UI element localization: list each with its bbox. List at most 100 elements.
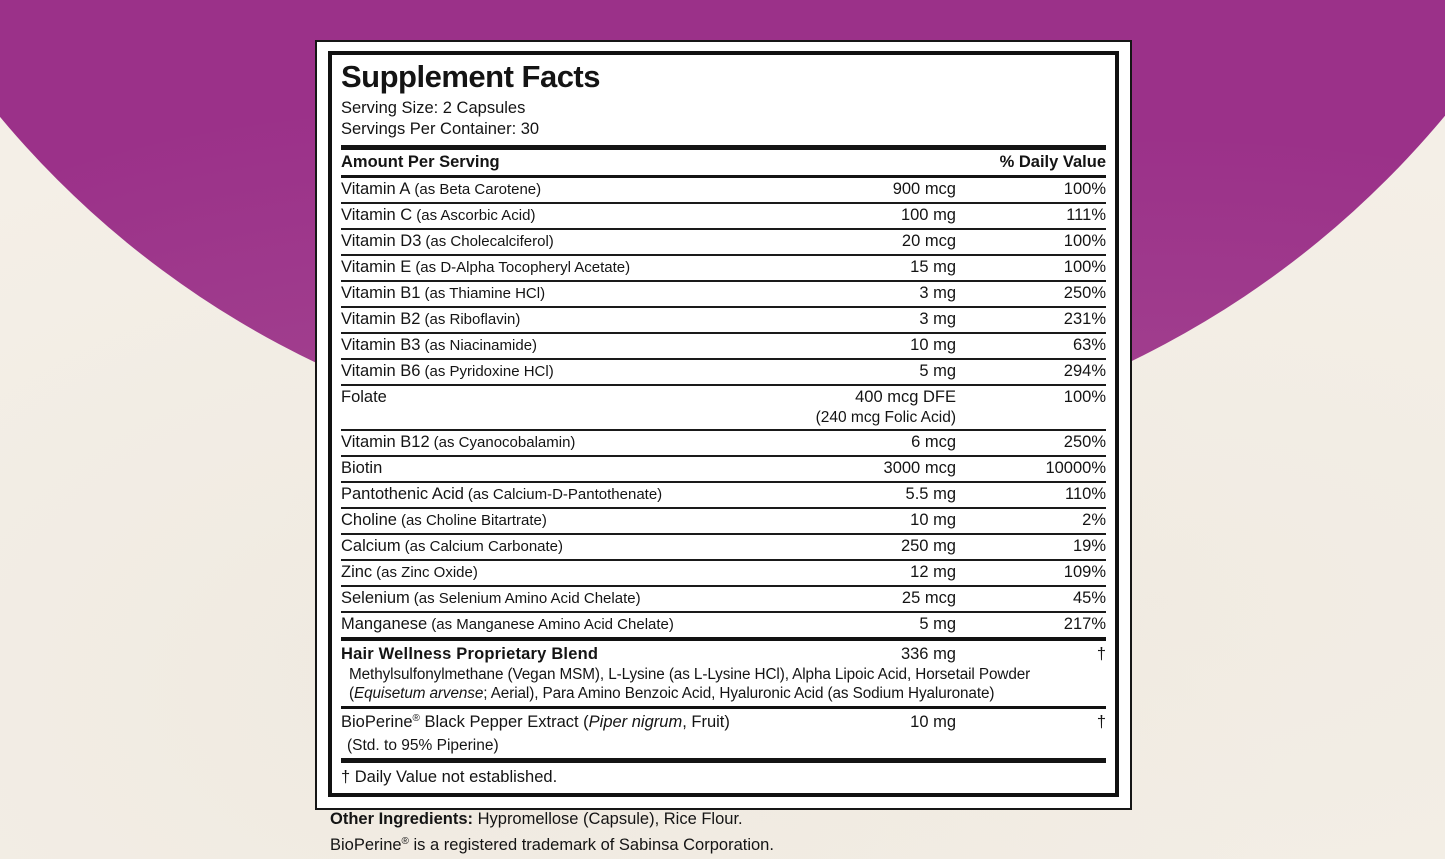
nutrient-name: Vitamin B12 bbox=[341, 433, 430, 451]
nutrient-amount-cell: 3000 mcg bbox=[744, 458, 956, 479]
medium-divider bbox=[341, 175, 1106, 178]
nutrient-name-cell: Vitamin E (as D-Alpha Tocopheryl Acetate) bbox=[341, 257, 744, 278]
other-ingredients-label: Other Ingredients: bbox=[330, 810, 474, 828]
supplement-facts-box: Supplement Facts Serving Size: 2 Capsule… bbox=[328, 51, 1119, 797]
nutrient-source-detail: (as Riboflavin) bbox=[424, 311, 521, 328]
nutrient-name-cell: Choline (as Choline Bitartrate) bbox=[341, 510, 744, 531]
nutrient-amount: 100 mg bbox=[900, 206, 956, 224]
nutrient-amount: 400 mcg DFE bbox=[855, 388, 956, 406]
nutrient-name-cell: Pantothenic Acid (as Calcium-D-Pantothena… bbox=[341, 484, 744, 505]
proprietary-blend-section: Hair Wellness Proprietary Blend 336 mg †… bbox=[341, 637, 1106, 706]
servings-per-container-text: Servings Per Container: 30 bbox=[341, 120, 540, 138]
nutrient-daily-value: 250% bbox=[1063, 284, 1106, 302]
nutrient-source-detail: (as Ascorbic Acid) bbox=[416, 207, 536, 224]
bioperine-name-rest: Black Pepper Extract ( bbox=[419, 713, 589, 731]
bioperine-daily-value: † bbox=[1096, 713, 1106, 731]
blend-description-line1: Methylsulfonylmethane (Vegan MSM), L-Lys… bbox=[349, 666, 1031, 683]
nutrient-amount-cell: 100 mg bbox=[744, 205, 956, 226]
nutrient-name: Vitamin A bbox=[341, 180, 411, 198]
nutrient-source-detail: (as Cholecalciferol) bbox=[425, 233, 554, 250]
daily-value-header: % Daily Value bbox=[999, 153, 1106, 171]
table-row: Vitamin A (as Beta Carotene) 900 mcg 100% bbox=[341, 178, 1106, 202]
trademark-brand: BioPerine bbox=[330, 836, 402, 854]
nutrient-daily-value: 294% bbox=[1063, 362, 1106, 380]
table-row: Calcium (as Calcium Carbonate) 250 mg 19% bbox=[341, 533, 1106, 559]
nutrient-name-cell: Calcium (as Calcium Carbonate) bbox=[341, 536, 744, 557]
nutrient-amount: 900 mcg bbox=[892, 180, 956, 198]
thick-divider bbox=[341, 145, 1106, 150]
table-row: Vitamin B3 (as Niacinamide) 10 mg 63% bbox=[341, 332, 1106, 358]
nutrient-name: Vitamin B2 bbox=[341, 310, 421, 328]
table-row: Vitamin B2 (as Riboflavin) 3 mg 231% bbox=[341, 306, 1106, 332]
nutrient-daily-value: 100% bbox=[1063, 258, 1106, 276]
nutrient-name-cell: Vitamin C (as Ascorbic Acid) bbox=[341, 205, 744, 226]
label-footer: Other Ingredients: Hypromellose (Capsule… bbox=[328, 797, 1119, 859]
nutrient-name: Vitamin B3 bbox=[341, 336, 421, 354]
nutrient-amount: 12 mg bbox=[910, 563, 956, 581]
bioperine-latin-name: Piper nigrum bbox=[588, 713, 683, 731]
table-row: Biotin 3000 mcg 10000% bbox=[341, 455, 1106, 481]
nutrient-amount-cell: 400 mcg DFE (240 mcg Folic Acid) bbox=[744, 387, 956, 427]
bioperine-name-cell: BioPerine® Black Pepper Extract (Piper n… bbox=[341, 711, 744, 736]
nutrient-name-cell: Vitamin A (as Beta Carotene) bbox=[341, 179, 744, 200]
nutrient-name: Vitamin B1 bbox=[341, 284, 421, 302]
nutrient-amount: 5 mg bbox=[919, 615, 956, 633]
nutrient-name-cell: Zinc (as Zinc Oxide) bbox=[341, 562, 744, 583]
nutrient-daily-value: 100% bbox=[1063, 232, 1106, 250]
nutrient-amount-cell: 10 mg bbox=[744, 335, 956, 356]
bioperine-name-end: , Fruit) bbox=[682, 713, 730, 731]
nutrient-name-cell: Selenium (as Selenium Amino Acid Chelate) bbox=[341, 588, 744, 609]
table-row: Vitamin E (as D-Alpha Tocopheryl Acetate)… bbox=[341, 254, 1106, 280]
blend-name: Hair Wellness Proprietary Blend bbox=[341, 645, 599, 663]
trademark-registered-symbol: ® bbox=[401, 836, 409, 847]
nutrient-amount: 3 mg bbox=[919, 284, 956, 302]
nutrient-amount: 5 mg bbox=[919, 362, 956, 380]
nutrient-amount-cell: 12 mg bbox=[744, 562, 956, 583]
nutrient-name: Folate bbox=[341, 388, 387, 406]
table-row: Vitamin D3 (as Cholecalciferol) 20 mcg 10… bbox=[341, 228, 1106, 254]
nutrient-daily-value: 19% bbox=[1072, 537, 1106, 555]
nutrient-name-cell: Vitamin B12 (as Cyanocobalamin) bbox=[341, 432, 744, 453]
nutrient-daily-value: 100% bbox=[1063, 388, 1106, 406]
nutrient-amount-cell: 900 mcg bbox=[744, 179, 956, 200]
nutrient-amount: 10 mg bbox=[910, 511, 956, 529]
amount-per-serving-header: Amount Per Serving bbox=[341, 153, 500, 171]
nutrient-amount-cell: 3 mg bbox=[744, 309, 956, 330]
supplement-label-panel: Supplement Facts Serving Size: 2 Capsule… bbox=[315, 40, 1132, 854]
nutrient-name-cell: Vitamin B2 (as Riboflavin) bbox=[341, 309, 744, 330]
nutrient-amount: 20 mcg bbox=[901, 232, 956, 250]
nutrient-amount-secondary: (240 mcg Folic Acid) bbox=[815, 409, 956, 426]
blend-header-row: Hair Wellness Proprietary Blend 336 mg † bbox=[341, 643, 1106, 665]
column-header-row: Amount Per Serving % Daily Value bbox=[341, 150, 1106, 175]
nutrient-source-detail: (as Manganese Amino Acid Chelate) bbox=[431, 616, 674, 633]
table-row: Choline (as Choline Bitartrate) 10 mg 2% bbox=[341, 507, 1106, 533]
blend-description-line2: (Equisetum arvense; Aerial), Para Amino … bbox=[341, 684, 1106, 703]
table-row: Selenium (as Selenium Amino Acid Chelate)… bbox=[341, 585, 1106, 611]
nutrient-source-detail: (as Beta Carotene) bbox=[414, 181, 542, 198]
nutrient-daily-value: 217% bbox=[1063, 615, 1106, 633]
table-row: Vitamin B6 (as Pyridoxine HCl) 5 mg 294% bbox=[341, 358, 1106, 384]
nutrient-name: Manganese bbox=[341, 615, 428, 633]
nutrient-amount-cell: 3 mg bbox=[744, 283, 956, 304]
nutrient-name: Calcium bbox=[341, 537, 401, 555]
nutrient-name-cell: Folate bbox=[341, 387, 744, 408]
table-row: Pantothenic Acid (as Calcium-D-Pantothena… bbox=[341, 481, 1106, 507]
blend-paren: ( bbox=[349, 685, 354, 702]
bioperine-section: BioPerine® Black Pepper Extract (Piper n… bbox=[341, 706, 1106, 758]
table-row: Vitamin B1 (as Thiamine HCl) 3 mg 250% bbox=[341, 280, 1106, 306]
registered-trademark-symbol: ® bbox=[412, 713, 420, 724]
trademark-line: BioPerine® is a registered trademark of … bbox=[330, 832, 1117, 859]
nutrient-source-detail: (as Choline Bitartrate) bbox=[400, 512, 547, 529]
nutrient-source-detail: (as Calcium Carbonate) bbox=[404, 538, 564, 555]
nutrient-amount-cell: 15 mg bbox=[744, 257, 956, 278]
nutrient-name: Vitamin D3 bbox=[341, 232, 422, 250]
nutrient-daily-value: 10000% bbox=[1045, 459, 1106, 477]
nutrient-name: Biotin bbox=[341, 459, 383, 477]
serving-size-text: Serving Size: 2 Capsules bbox=[341, 99, 526, 117]
nutrient-amount-cell: 5.5 mg bbox=[744, 484, 956, 505]
nutrient-name-cell: Manganese (as Manganese Amino Acid Chelat… bbox=[341, 614, 744, 635]
nutrient-name: Selenium bbox=[341, 589, 410, 607]
nutrient-amount: 250 mg bbox=[900, 537, 956, 555]
other-ingredients-line: Other Ingredients: Hypromellose (Capsule… bbox=[330, 806, 1117, 832]
table-row: Zinc (as Zinc Oxide) 12 mg 109% bbox=[341, 559, 1106, 585]
